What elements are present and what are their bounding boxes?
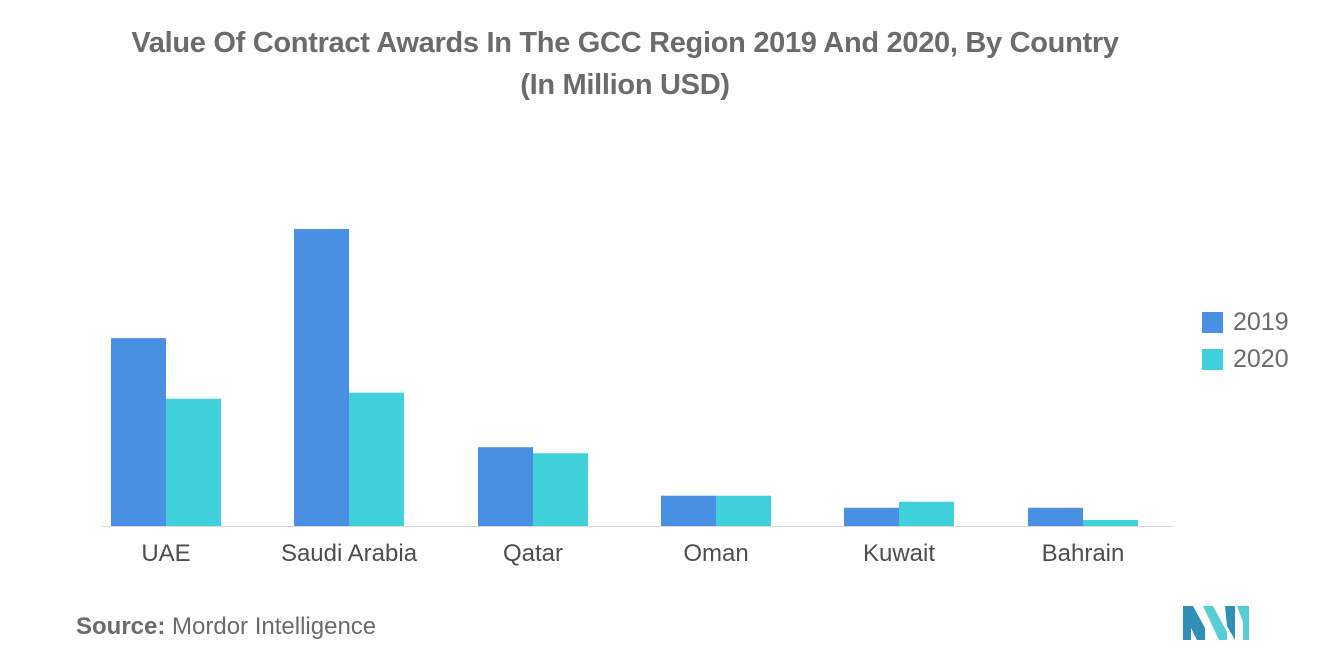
- x-tick-label-kuwait: Kuwait: [863, 540, 935, 567]
- bar-qatar-2019: [478, 447, 533, 526]
- mordor-intelligence-logo-icon: [1183, 606, 1249, 640]
- bar-kuwait-2019: [844, 507, 899, 526]
- legend-item-2019: 2019: [1202, 304, 1289, 341]
- x-tick-label-oman: Oman: [683, 540, 748, 567]
- chart-title-line-2: (In Million USD): [520, 69, 730, 101]
- bar-bahrain-2020: [1083, 519, 1138, 526]
- source-note: Source: Mordor Intelligence: [76, 613, 376, 641]
- bar-uae-2020: [166, 398, 221, 526]
- source-prefix: Source:: [76, 613, 166, 640]
- legend-label-2019: 2019: [1233, 308, 1289, 336]
- source-text: Mordor Intelligence: [165, 613, 377, 640]
- bar-saudi-arabia-2019: [294, 229, 349, 526]
- bar-kuwait-2020: [899, 501, 954, 526]
- bar-oman-2019: [661, 495, 716, 526]
- bar-saudi-arabia-2020: [349, 392, 404, 526]
- legend-swatch-2020: [1202, 349, 1223, 370]
- x-tick-label-uae: UAE: [141, 540, 190, 567]
- logo-shape-right: [1225, 606, 1235, 640]
- logo-shape-mid: [1203, 606, 1227, 640]
- logo-shape-far-right: [1237, 606, 1249, 640]
- x-tick-label-saudi-arabia: Saudi Arabia: [281, 540, 418, 567]
- bar-uae-2019: [111, 338, 166, 526]
- legend-item-2020: 2020: [1202, 341, 1289, 378]
- chart-legend: 2019 2020: [1202, 304, 1289, 378]
- x-tick-label-qatar: Qatar: [503, 540, 563, 567]
- chart-title: Value Of Contract Awards In The GCC Regi…: [0, 22, 1250, 106]
- bar-oman-2020: [716, 495, 771, 526]
- bar-bahrain-2019: [1028, 507, 1083, 526]
- x-tick-label-bahrain: Bahrain: [1042, 540, 1125, 567]
- bar-qatar-2020: [533, 453, 588, 526]
- legend-swatch-2019: [1202, 312, 1223, 333]
- logo-shape-left: [1183, 606, 1205, 640]
- chart-title-line-1: Value Of Contract Awards In The GCC Regi…: [131, 27, 1119, 59]
- legend-label-2020: 2020: [1233, 345, 1289, 373]
